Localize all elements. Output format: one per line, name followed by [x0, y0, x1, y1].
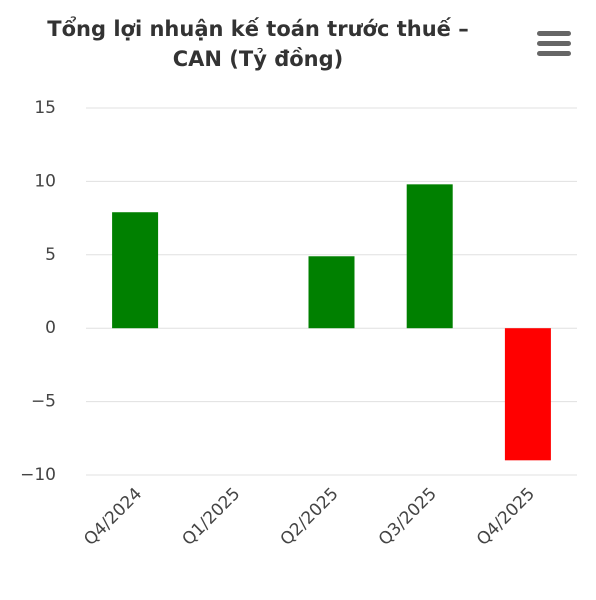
menu-bar	[537, 51, 571, 56]
bar	[112, 212, 159, 329]
x-tick-label: Q3/2025	[375, 484, 441, 550]
menu-icon[interactable]	[537, 31, 571, 56]
y-tick-label: 10	[34, 171, 56, 191]
y-tick-label: −5	[31, 392, 56, 412]
bar	[308, 256, 355, 329]
y-tick-label: 0	[45, 318, 56, 338]
menu-bar	[537, 31, 571, 36]
chart-title: Tổng lợi nhuận kế toán trước thuế – CAN …	[47, 17, 469, 71]
y-tick-label: −10	[20, 465, 56, 485]
y-tick-label: 5	[45, 245, 56, 265]
menu-bar	[537, 41, 571, 46]
bar	[504, 328, 551, 461]
y-tick-label: 15	[34, 98, 56, 118]
x-tick-label: Q4/2025	[473, 484, 539, 550]
x-tick-label: Q4/2024	[80, 484, 146, 550]
x-tick-label: Q2/2025	[277, 484, 343, 550]
bar	[406, 184, 453, 329]
x-tick-label: Q1/2025	[178, 484, 244, 550]
